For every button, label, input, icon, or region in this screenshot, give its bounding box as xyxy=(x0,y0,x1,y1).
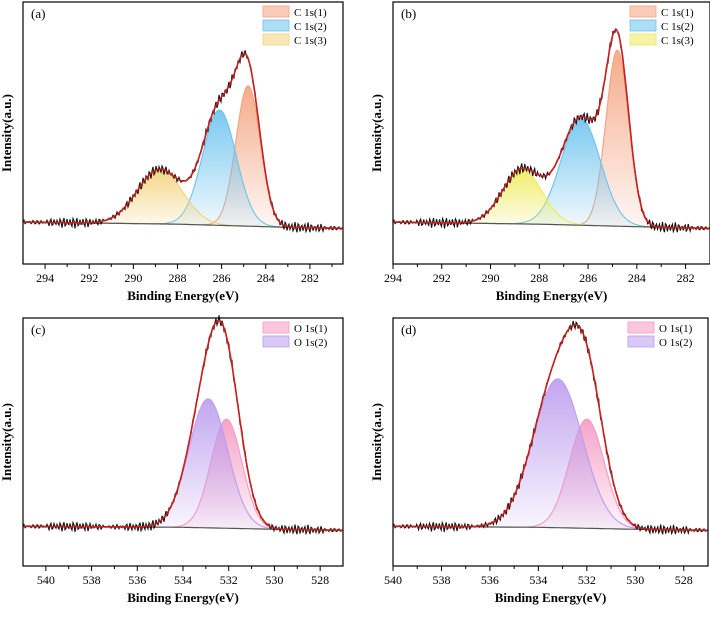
legend-swatch-3 xyxy=(629,33,657,46)
x-tick-label: 536 xyxy=(481,573,499,587)
legend-label-2: C 1s(2) xyxy=(294,21,327,33)
x-tick-label: 528 xyxy=(311,573,329,587)
peak-area-3 xyxy=(23,169,343,229)
y-axis-title: Intensity(a.u.) xyxy=(369,403,384,481)
x-tick-label: 532 xyxy=(220,573,238,587)
x-tick-label: 534 xyxy=(174,573,192,587)
panel-label: (c) xyxy=(31,322,45,337)
legend-swatch-3 xyxy=(262,33,290,46)
legend-swatch-2 xyxy=(262,335,290,348)
legend-swatch-1 xyxy=(262,321,290,334)
x-tick-label: 540 xyxy=(384,573,402,587)
x-tick-label: 288 xyxy=(168,271,186,285)
x-axis-title: Binding Energy(eV) xyxy=(127,590,239,605)
legend-label-2: C 1s(2) xyxy=(661,21,694,33)
legend-label-1: C 1s(1) xyxy=(294,7,327,19)
legend-label-1: O 1s(1) xyxy=(294,323,328,335)
x-tick-label: 538 xyxy=(83,573,101,587)
panel-b: 294 292 290 288 286 284 282 Binding Energy(eV) I… xyxy=(369,1,710,303)
peak-area-1 xyxy=(23,85,343,229)
legend-swatch-1 xyxy=(262,5,290,18)
x-tick-label: 528 xyxy=(675,573,693,587)
panel-d: 540 538 536 534 532 530 528 Binding Energy(eV) I… xyxy=(369,317,709,605)
x-tick-label: 536 xyxy=(128,573,146,587)
x-tick-label: 530 xyxy=(626,573,644,587)
legend-swatch-2 xyxy=(627,335,655,348)
fit-envelope xyxy=(393,28,710,230)
x-tick-label: 294 xyxy=(36,271,54,285)
fit-envelope xyxy=(393,323,708,532)
fit-envelope xyxy=(23,52,344,230)
plot-frame xyxy=(392,317,709,567)
x-tick-label: 292 xyxy=(433,271,451,285)
panel-label: (a) xyxy=(31,6,45,21)
x-tick-label: 286 xyxy=(579,271,597,285)
legend-label-1: O 1s(1) xyxy=(659,323,693,335)
x-tick-label: 532 xyxy=(578,573,596,587)
legend-swatch-2 xyxy=(629,19,657,32)
plot-frame xyxy=(392,1,710,265)
y-axis-title: Intensity(a.u.) xyxy=(369,94,384,172)
plot-frame xyxy=(22,1,344,265)
x-tick-label: 540 xyxy=(37,573,55,587)
x-tick-label: 292 xyxy=(80,271,98,285)
x-axis-title: Binding Energy(eV) xyxy=(495,590,607,605)
x-tick-label: 290 xyxy=(482,271,500,285)
x-tick-label: 284 xyxy=(257,271,275,285)
legend-label-3: C 1s(3) xyxy=(294,35,327,47)
x-tick-label: 282 xyxy=(301,271,319,285)
legend-swatch-1 xyxy=(629,5,657,18)
x-tick-label: 290 xyxy=(124,271,142,285)
x-tick-label: 538 xyxy=(432,573,450,587)
panel-c: 540 538 536 534 532 530 528 Binding Energy(eV) I… xyxy=(0,315,344,605)
legend-swatch-1 xyxy=(627,321,655,334)
x-tick-label: 530 xyxy=(265,573,283,587)
x-tick-label: 286 xyxy=(213,271,231,285)
legend-label-1: C 1s(1) xyxy=(661,7,694,19)
x-tick-label: 284 xyxy=(628,271,646,285)
y-axis-title: Intensity(a.u.) xyxy=(0,94,14,172)
x-tick-label: 534 xyxy=(529,573,547,587)
peak-area-1 xyxy=(393,50,710,229)
x-tick-label: 282 xyxy=(677,271,695,285)
x-axis-title: Binding Energy(eV) xyxy=(496,288,608,303)
legend-label-2: O 1s(2) xyxy=(659,337,693,349)
panel-a: 294 292 290 288 286 284 282 Binding Energy(eV) I… xyxy=(0,1,344,303)
x-axis-title: Binding Energy(eV) xyxy=(127,288,239,303)
peak-area-2 xyxy=(23,398,343,531)
panel-label: (b) xyxy=(401,6,416,21)
legend-label-3: C 1s(3) xyxy=(661,35,694,47)
panel-label: (d) xyxy=(401,322,416,337)
legend-label-2: O 1s(2) xyxy=(294,337,328,349)
x-tick-label: 294 xyxy=(384,271,402,285)
legend-swatch-2 xyxy=(262,19,290,32)
y-axis-title: Intensity(a.u.) xyxy=(0,403,14,481)
x-tick-label: 288 xyxy=(530,271,548,285)
fit-envelope xyxy=(23,319,343,532)
peak-area-2 xyxy=(393,378,708,531)
peak-area-3 xyxy=(393,169,710,229)
